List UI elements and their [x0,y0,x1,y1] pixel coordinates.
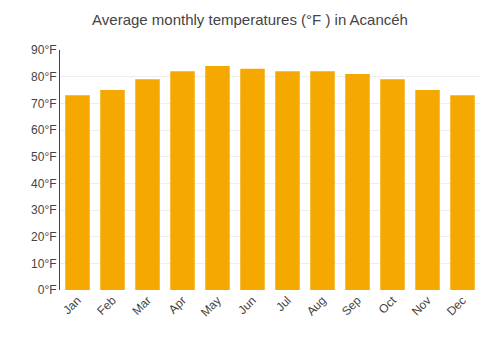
svg-text:90°F: 90°F [31,43,56,57]
svg-text:Feb: Feb [94,293,119,318]
svg-text:May: May [198,293,224,319]
svg-text:Aug: Aug [304,293,329,318]
svg-text:10°F: 10°F [31,257,56,271]
svg-text:30°F: 30°F [31,203,56,217]
svg-text:70°F: 70°F [31,97,56,111]
svg-text:Average monthly temperatures (: Average monthly temperatures (°F ) in Ac… [92,11,408,28]
svg-text:Jan: Jan [60,293,84,317]
svg-text:40°F: 40°F [31,177,56,191]
svg-text:20°F: 20°F [31,230,56,244]
svg-text:Mar: Mar [129,293,154,318]
svg-text:0°F: 0°F [38,283,57,297]
svg-text:Jul: Jul [273,293,294,314]
svg-text:80°F: 80°F [31,70,56,84]
svg-text:Dec: Dec [444,293,469,318]
svg-text:Jun: Jun [235,293,259,317]
svg-text:Nov: Nov [409,293,434,318]
svg-text:60°F: 60°F [31,123,56,137]
svg-text:50°F: 50°F [31,150,56,164]
svg-text:Oct: Oct [376,293,400,317]
svg-text:Apr: Apr [166,293,189,316]
svg-text:Sep: Sep [339,293,364,318]
